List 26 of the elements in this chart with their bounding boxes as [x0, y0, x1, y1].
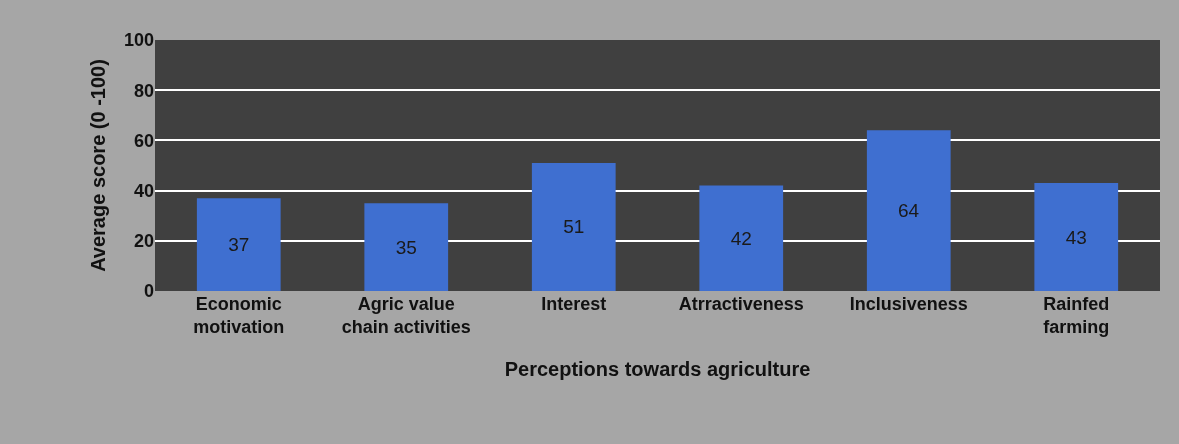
y-tick-label: 60: [133, 130, 154, 151]
bar: [364, 203, 449, 291]
x-axis-title: Perceptions towards agriculture: [504, 357, 811, 380]
y-axis-title: Average score (0 -100): [87, 59, 110, 272]
data-label: 64: [897, 200, 920, 222]
y-tick-label: 80: [133, 80, 154, 101]
bar: [531, 162, 616, 291]
x-tick-label: Agric value chain activities: [341, 294, 471, 338]
x-tick-label: Economic motivation: [193, 294, 285, 338]
bar: [866, 130, 951, 291]
y-tick-label: 20: [133, 231, 154, 252]
data-label: 51: [563, 216, 585, 238]
bar: [1034, 183, 1119, 291]
data-label: 42: [730, 227, 752, 249]
bar: [699, 185, 784, 291]
data-label: 35: [395, 236, 417, 258]
data-label: 43: [1065, 226, 1087, 248]
y-tick-label: 0: [143, 281, 154, 302]
x-tick-label: Rainfed farming: [1043, 294, 1110, 338]
x-tick-label: Interest: [541, 294, 607, 314]
bar: [196, 198, 281, 291]
x-tick-label: Atrractiveness: [678, 294, 804, 314]
y-tick-label: 40: [133, 180, 154, 201]
y-tick-label: 100: [123, 30, 154, 51]
x-tick-label: Inclusiveness: [849, 294, 968, 314]
data-label: 37: [228, 234, 250, 256]
